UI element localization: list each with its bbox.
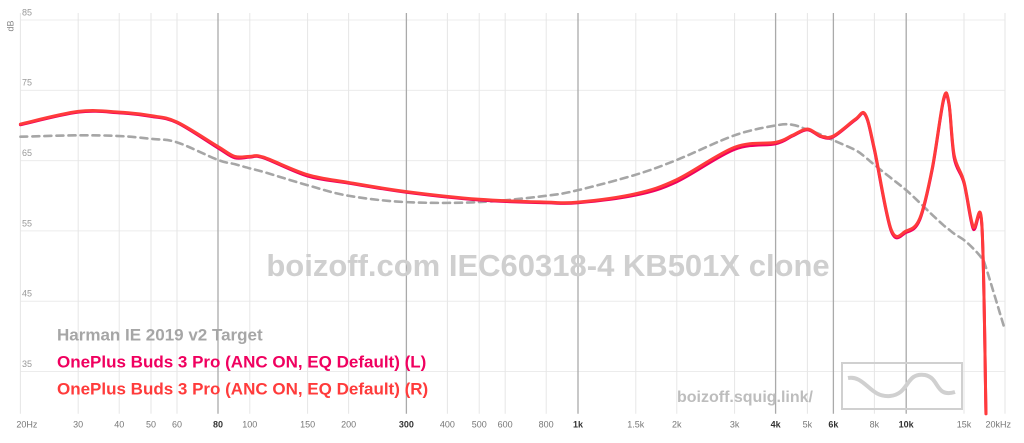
frequency-response-line xyxy=(19,122,1007,332)
x-tick-label: 400 xyxy=(440,419,455,429)
x-tick-label: 20Hz xyxy=(16,419,38,429)
y-tick-label: 75 xyxy=(22,78,32,88)
y-tick-label: 85 xyxy=(22,7,32,17)
x-tick-label: 6k xyxy=(828,419,839,429)
x-tick-label: 2k xyxy=(672,419,682,429)
x-tick-label: 50 xyxy=(146,419,156,429)
y-tick-label: 45 xyxy=(22,289,32,299)
x-tick-label: 300 xyxy=(399,419,414,429)
x-tick-label: 500 xyxy=(472,419,487,429)
legend-entry: OnePlus Buds 3 Pro (ANC ON, EQ Default) … xyxy=(57,352,426,371)
x-tick-label: 30 xyxy=(73,419,83,429)
x-tick-label: 20kHz xyxy=(985,419,1011,429)
lines xyxy=(18,91,1007,416)
x-tick-label: 1.5k xyxy=(627,419,645,429)
x-tick-label: 5k xyxy=(803,419,813,429)
x-tick-label: 8k xyxy=(870,419,880,429)
site-label: boizoff.squig.link/ xyxy=(677,389,814,406)
legend-entry: Harman IE 2019 v2 Target xyxy=(57,325,263,344)
y-axis-label: dB xyxy=(5,20,15,31)
y-tick-label: 65 xyxy=(22,148,32,158)
x-tick-label: 80 xyxy=(213,419,223,429)
x-tick-label: 40 xyxy=(114,419,124,429)
watermark: boizoff.com IEC60318-4 KB501X clone xyxy=(266,248,829,283)
x-tick-label: 4k xyxy=(771,419,782,429)
x-tick-label: 150 xyxy=(300,419,315,429)
x-tick-label: 15k xyxy=(957,419,972,429)
x-tick-label: 800 xyxy=(539,419,554,429)
x-tick-label: 1k xyxy=(573,419,584,429)
y-tick-label: 55 xyxy=(22,218,32,228)
x-tick-label: 10k xyxy=(899,419,915,429)
x-tick-label: 60 xyxy=(172,419,182,429)
x-tick-label: 100 xyxy=(242,419,257,429)
logo xyxy=(841,362,963,410)
grid: 35 45 55 65 75 85 20Hz 30 40 50 60 80 100 150 200 300 40… xyxy=(16,7,1011,429)
x-tick-label: 200 xyxy=(341,419,356,429)
x-tick-label: 600 xyxy=(498,419,513,429)
y-tick-label: 35 xyxy=(22,359,32,369)
legend: Harman IE 2019 v2 Target OnePlus Buds 3 P… xyxy=(57,325,428,398)
legend-entry: OnePlus Buds 3 Pro (ANC ON, EQ Default) … xyxy=(57,379,428,398)
frequency-response-line xyxy=(18,91,988,416)
x-tick-label: 3k xyxy=(730,419,740,429)
